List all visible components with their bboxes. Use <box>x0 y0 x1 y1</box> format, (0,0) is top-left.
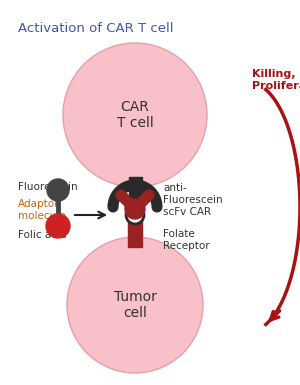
Text: Tumor
cell: Tumor cell <box>114 290 156 320</box>
Text: Killing,
Proliferation: Killing, Proliferation <box>252 69 300 91</box>
Circle shape <box>125 199 145 219</box>
Circle shape <box>63 43 207 187</box>
Text: Folic acid: Folic acid <box>18 230 67 240</box>
Text: anti-
Fluorescein
scFv CAR: anti- Fluorescein scFv CAR <box>163 183 223 217</box>
Circle shape <box>47 179 69 201</box>
Text: CAR
T cell: CAR T cell <box>117 100 153 130</box>
FancyBboxPatch shape <box>128 177 142 205</box>
Text: Folate
Receptor: Folate Receptor <box>163 229 210 251</box>
Circle shape <box>126 206 144 224</box>
Text: Activation of CAR T cell: Activation of CAR T cell <box>18 22 173 35</box>
Circle shape <box>67 237 203 373</box>
Circle shape <box>46 214 70 238</box>
Text: Fluorescein: Fluorescein <box>18 182 78 192</box>
FancyBboxPatch shape <box>128 209 142 247</box>
Text: Adaptor
molecule: Adaptor molecule <box>18 199 66 221</box>
